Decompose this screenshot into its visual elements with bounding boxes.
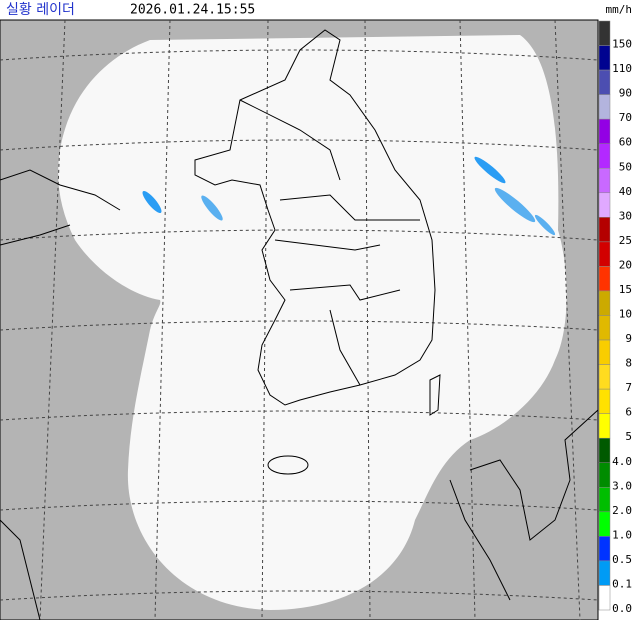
legend-swatch: [598, 315, 611, 341]
legend-swatch: [598, 94, 611, 120]
legend-label: 30: [619, 209, 632, 222]
radar-coverage: [58, 35, 567, 610]
legend-label: 20: [619, 258, 632, 271]
legend: 150 110 90 70 60 50 40 30 25 20 15 10 9 8 7 6 5 4.0 3.0 2.0…: [598, 20, 632, 615]
legend-swatch: [598, 388, 611, 414]
legend-label: 0.5: [612, 553, 632, 566]
legend-label: 9: [625, 332, 632, 345]
legend-swatch: [598, 364, 611, 390]
legend-swatch: [598, 560, 611, 586]
legend-label: 15: [619, 283, 632, 296]
legend-label: 70: [619, 111, 632, 124]
legend-swatch: [598, 339, 611, 365]
legend-label: 1.0: [612, 528, 632, 541]
legend-label: 150: [612, 38, 632, 51]
legend-label: 110: [612, 62, 632, 75]
legend-label: 8: [625, 357, 632, 370]
legend-swatch: [598, 413, 611, 439]
legend-swatch: [598, 118, 611, 144]
legend-swatch: [598, 168, 611, 194]
legend-swatch: [598, 266, 611, 292]
legend-label: 90: [619, 87, 632, 100]
legend-swatch: [598, 69, 611, 95]
legend-swatch: [598, 585, 611, 611]
legend-swatch: [598, 511, 611, 537]
legend-swatch: [598, 241, 611, 267]
unit: mm/h: [606, 3, 633, 16]
legend-swatch: [598, 192, 611, 218]
header-bar: [0, 0, 635, 20]
legend-swatch: [598, 217, 611, 243]
legend-label: 60: [619, 136, 632, 149]
legend-swatch: [598, 487, 611, 513]
legend-label: 2.0: [612, 504, 632, 517]
legend-label: 25: [619, 234, 632, 247]
timestamp: 2026.01.24.15:55: [130, 3, 255, 18]
legend-swatch: [598, 290, 611, 316]
echoes: [142, 156, 556, 236]
legend-label: 7: [625, 381, 632, 394]
legend-label: 0.1: [612, 577, 632, 590]
legend-swatch: [598, 143, 611, 169]
legend-label: 6: [625, 406, 632, 419]
legend-label: 0.0: [612, 602, 632, 615]
coastlines: [0, 29, 599, 621]
legend-swatch: [598, 462, 611, 488]
legend-label: 10: [619, 308, 632, 321]
legend-swatch: [598, 536, 611, 562]
legend-label: 40: [619, 185, 632, 198]
legend-label: 50: [619, 160, 632, 173]
legend-label: 5: [625, 430, 632, 443]
legend-swatch: [598, 437, 611, 464]
legend-swatch: [598, 20, 611, 46]
legend-label: 3.0: [612, 479, 632, 492]
legend-label: 4.0: [612, 455, 632, 468]
grid: [0, 19, 599, 621]
title: 실황 레이더: [6, 2, 75, 18]
map: [0, 19, 599, 621]
legend-swatch: [598, 45, 611, 71]
